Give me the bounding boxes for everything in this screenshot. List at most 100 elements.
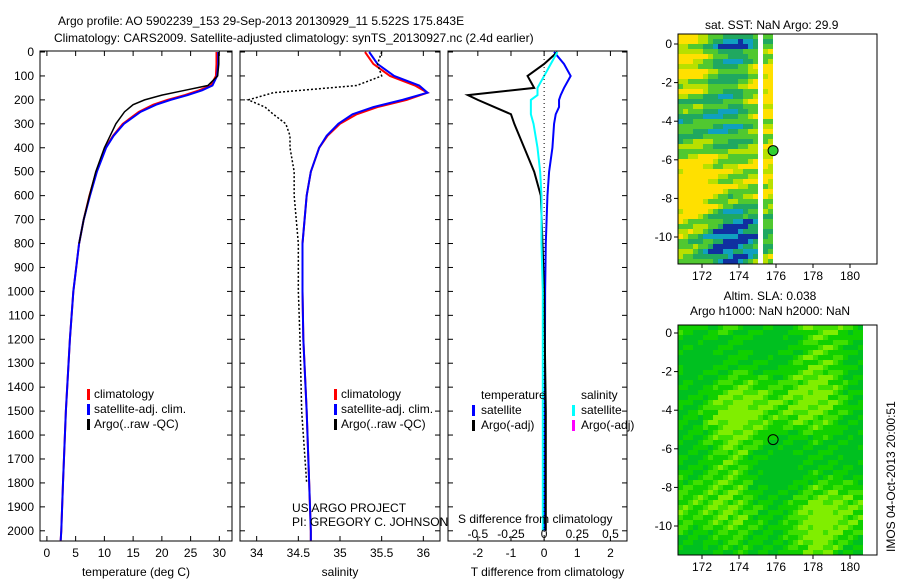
map-cell bbox=[683, 204, 688, 209]
map-cell bbox=[738, 164, 743, 169]
map-cell bbox=[733, 249, 738, 254]
map-cell bbox=[728, 149, 733, 154]
map-cell bbox=[708, 400, 713, 405]
map-cell bbox=[698, 79, 703, 84]
map-cell bbox=[708, 109, 713, 114]
map-cell bbox=[773, 430, 778, 435]
map-cell bbox=[778, 540, 783, 545]
salinity-axes-box bbox=[239, 50, 441, 542]
map-cell bbox=[778, 445, 783, 450]
map-cell bbox=[698, 64, 703, 69]
map-cell bbox=[793, 460, 798, 465]
map-cell bbox=[678, 485, 683, 490]
map-cell bbox=[693, 500, 698, 505]
map-cell bbox=[693, 44, 698, 49]
map-cell bbox=[773, 485, 778, 490]
map1-field bbox=[678, 34, 773, 264]
map-cell bbox=[698, 169, 703, 174]
map-cell bbox=[723, 390, 728, 395]
x-tick-label: 34.5 bbox=[287, 546, 311, 560]
map-cell bbox=[803, 550, 808, 555]
map-cell bbox=[708, 345, 713, 350]
map-cell bbox=[743, 184, 748, 189]
map-cell bbox=[718, 380, 723, 385]
map-cell bbox=[758, 505, 763, 510]
x-tick-label: 0 bbox=[44, 546, 51, 560]
map-cell bbox=[708, 249, 713, 254]
map-cell bbox=[713, 335, 718, 340]
map-cell bbox=[758, 465, 763, 470]
x2-tick-label: 0.5 bbox=[602, 527, 619, 541]
map-cell bbox=[858, 480, 863, 485]
map-cell bbox=[678, 184, 683, 189]
map-cell bbox=[683, 109, 688, 114]
map-cell bbox=[723, 99, 728, 104]
map-cell bbox=[698, 219, 703, 224]
map-cell bbox=[683, 405, 688, 410]
map-cell bbox=[708, 450, 713, 455]
map-cell bbox=[793, 420, 798, 425]
map-cell bbox=[743, 540, 748, 545]
map-cell bbox=[748, 540, 753, 545]
map-cell bbox=[833, 545, 838, 550]
map-cell bbox=[718, 259, 723, 264]
map-cell bbox=[858, 365, 863, 370]
legend-label: temperature bbox=[481, 388, 546, 402]
map-cell bbox=[708, 259, 713, 264]
map-cell bbox=[848, 520, 853, 525]
map-cell bbox=[753, 410, 758, 415]
map-cell bbox=[708, 545, 713, 550]
map-cell bbox=[753, 39, 758, 44]
map-cell bbox=[733, 520, 738, 525]
map-cell bbox=[838, 525, 843, 530]
map-cell bbox=[728, 520, 733, 525]
map-cell bbox=[753, 545, 758, 550]
map-cell bbox=[838, 390, 843, 395]
map-cell bbox=[828, 550, 833, 555]
map-cell bbox=[723, 239, 728, 244]
map-cell bbox=[763, 164, 768, 169]
map-cell bbox=[688, 340, 693, 345]
map-cell bbox=[798, 505, 803, 510]
map-cell bbox=[713, 430, 718, 435]
legend-swatch bbox=[334, 404, 337, 415]
map-cell bbox=[738, 124, 743, 129]
map-cell bbox=[678, 159, 683, 164]
map-cell bbox=[843, 375, 848, 380]
map-cell bbox=[693, 184, 698, 189]
map-cell bbox=[718, 174, 723, 179]
map-cell bbox=[738, 475, 743, 480]
map-cell bbox=[683, 129, 688, 134]
map-cell bbox=[693, 540, 698, 545]
map-cell bbox=[858, 405, 863, 410]
temperature-axes-box bbox=[39, 50, 233, 542]
map-cell bbox=[783, 535, 788, 540]
map-cell bbox=[698, 99, 703, 104]
map-cell bbox=[718, 500, 723, 505]
map-cell bbox=[798, 430, 803, 435]
map-cell bbox=[728, 99, 733, 104]
map-cell bbox=[688, 139, 693, 144]
map-cell bbox=[858, 380, 863, 385]
map-cell bbox=[728, 395, 733, 400]
map-cell bbox=[803, 530, 808, 535]
map-cell bbox=[708, 34, 713, 39]
map-cell bbox=[718, 134, 723, 139]
map-cell bbox=[698, 350, 703, 355]
map-cell bbox=[813, 375, 818, 380]
map-cell bbox=[828, 530, 833, 535]
map-cell bbox=[688, 224, 693, 229]
map-cell bbox=[688, 480, 693, 485]
map-cell bbox=[678, 44, 683, 49]
map-cell bbox=[758, 395, 763, 400]
map-cell bbox=[758, 340, 763, 345]
map-cell bbox=[848, 455, 853, 460]
map-cell bbox=[718, 209, 723, 214]
map-cell bbox=[768, 214, 773, 219]
map-cell bbox=[683, 535, 688, 540]
map-cell bbox=[723, 445, 728, 450]
map-cell bbox=[763, 89, 768, 94]
map-cell bbox=[788, 545, 793, 550]
map-cell bbox=[728, 79, 733, 84]
map-cell bbox=[813, 350, 818, 355]
